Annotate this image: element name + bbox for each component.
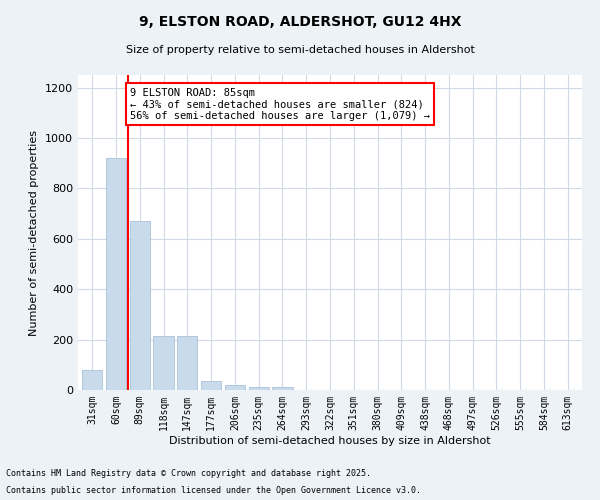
- Bar: [272, 387, 293, 390]
- Bar: [248, 387, 269, 390]
- Text: 9, ELSTON ROAD, ALDERSHOT, GU12 4HX: 9, ELSTON ROAD, ALDERSHOT, GU12 4HX: [139, 15, 461, 29]
- Bar: [201, 381, 221, 390]
- Bar: [130, 221, 150, 390]
- Text: 9 ELSTON ROAD: 85sqm
← 43% of semi-detached houses are smaller (824)
56% of semi: 9 ELSTON ROAD: 85sqm ← 43% of semi-detac…: [130, 88, 430, 121]
- Bar: [225, 385, 245, 390]
- Bar: [177, 336, 197, 390]
- Bar: [82, 370, 103, 390]
- Text: Contains HM Land Registry data © Crown copyright and database right 2025.: Contains HM Land Registry data © Crown c…: [6, 468, 371, 477]
- X-axis label: Distribution of semi-detached houses by size in Aldershot: Distribution of semi-detached houses by …: [169, 436, 491, 446]
- Bar: [106, 158, 126, 390]
- Text: Contains public sector information licensed under the Open Government Licence v3: Contains public sector information licen…: [6, 486, 421, 495]
- Y-axis label: Number of semi-detached properties: Number of semi-detached properties: [29, 130, 40, 336]
- Text: Size of property relative to semi-detached houses in Aldershot: Size of property relative to semi-detach…: [125, 45, 475, 55]
- Bar: [154, 336, 173, 390]
